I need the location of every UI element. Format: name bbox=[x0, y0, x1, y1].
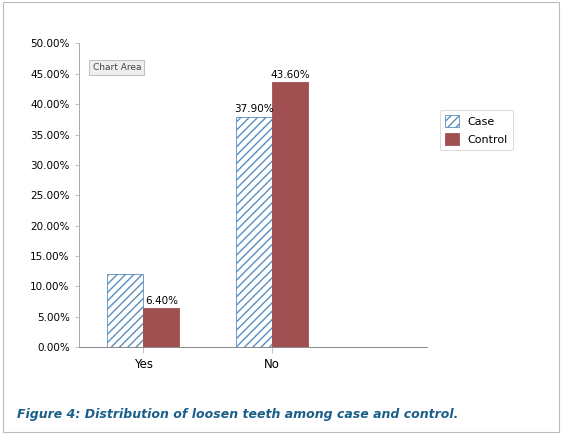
Text: Figure 4: Distribution of loosen teeth among case and control.: Figure 4: Distribution of loosen teeth a… bbox=[17, 408, 458, 421]
Text: 37.90%: 37.90% bbox=[234, 105, 274, 115]
Text: 6.40%: 6.40% bbox=[145, 296, 178, 306]
Bar bbox=[143, 308, 179, 347]
Bar bbox=[272, 82, 309, 347]
Text: Chart Area: Chart Area bbox=[93, 63, 141, 72]
Legend: Case, Control: Case, Control bbox=[439, 110, 513, 151]
Text: 43.60%: 43.60% bbox=[270, 70, 310, 80]
Bar bbox=[107, 274, 143, 347]
Bar bbox=[236, 117, 272, 347]
